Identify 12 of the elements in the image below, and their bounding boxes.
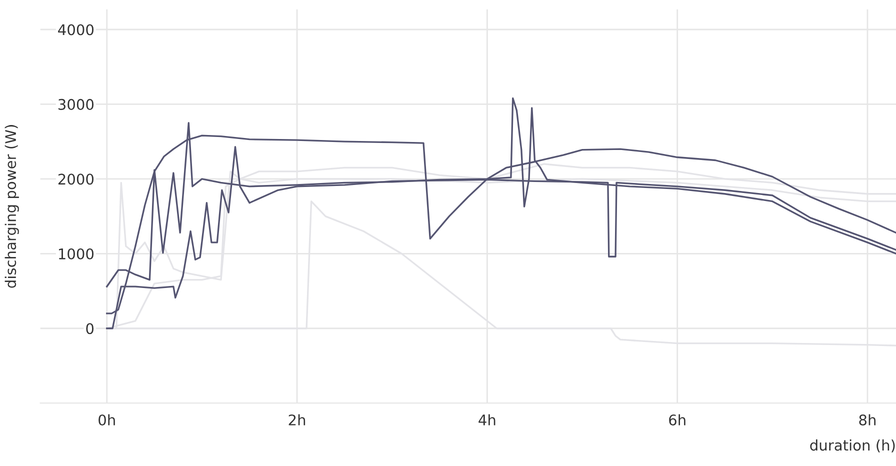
- y-tick-label: 2000: [58, 174, 94, 185]
- y-tick-label: 0: [86, 323, 94, 334]
- x-tick-label: 2h: [288, 414, 306, 426]
- y-tick-label: 1000: [58, 248, 94, 260]
- x-tick-label: 4h: [478, 414, 496, 426]
- x-tick-label: 8h: [859, 414, 876, 426]
- x-tick-label: 6h: [669, 414, 686, 426]
- x-axis-title: duration (h): [810, 439, 895, 452]
- x-tick-label: 0h: [98, 414, 115, 426]
- y-tick-label: 4000: [58, 24, 94, 36]
- y-axis-title: discharging power (W): [4, 125, 19, 288]
- y-tick-label: 3000: [58, 98, 94, 110]
